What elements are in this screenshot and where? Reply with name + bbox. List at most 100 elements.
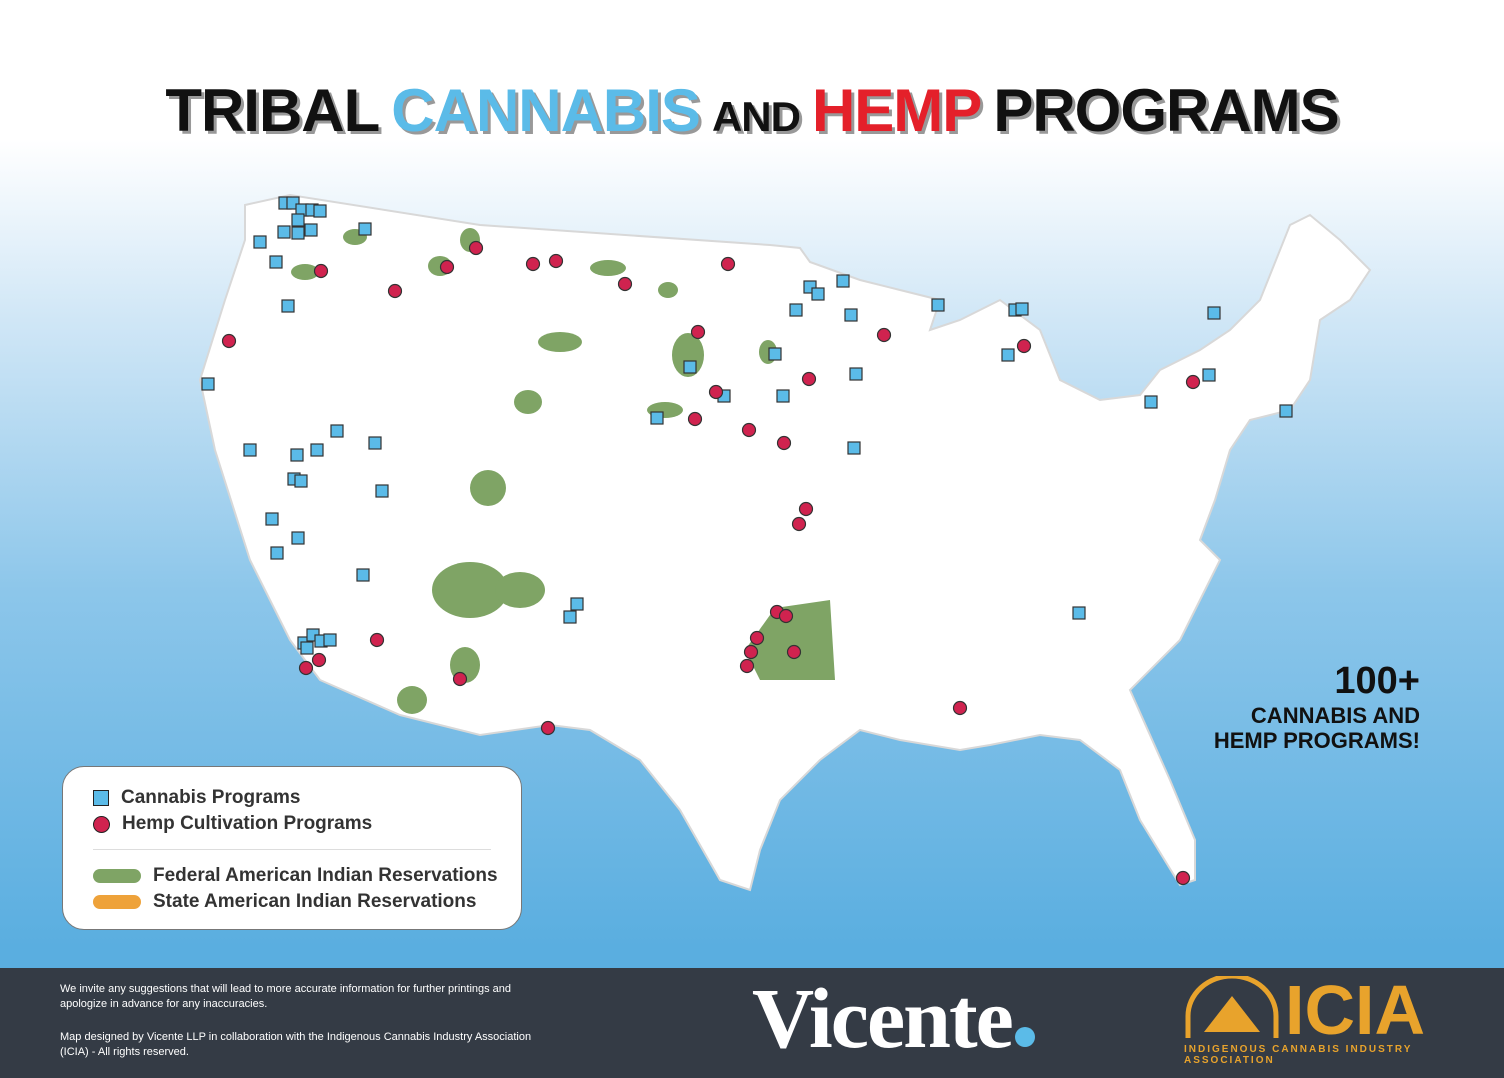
cannabis-marker bbox=[277, 225, 291, 239]
cannabis-marker bbox=[768, 347, 782, 361]
footer: We invite any suggestions that will lead… bbox=[0, 968, 1504, 1078]
hemp-marker bbox=[1016, 338, 1032, 354]
brand: Vicente bbox=[752, 968, 1035, 1068]
cannabis-marker bbox=[269, 255, 283, 269]
hemp-marker bbox=[452, 671, 468, 687]
cannabis-marker bbox=[253, 235, 267, 249]
hemp-marker bbox=[708, 384, 724, 400]
cannabis-marker bbox=[650, 411, 664, 425]
brand-dot bbox=[1014, 1027, 1035, 1047]
cannabis-marker bbox=[310, 443, 324, 457]
legend: Cannabis Programs Hemp Cultivation Progr… bbox=[62, 766, 522, 930]
program-markers bbox=[201, 196, 1293, 886]
hemp-marker bbox=[801, 371, 817, 387]
hemp-marker bbox=[439, 259, 455, 275]
cannabis-marker bbox=[1144, 395, 1158, 409]
footer-note: We invite any suggestions that will lead… bbox=[60, 983, 512, 1010]
cannabis-marker bbox=[1279, 404, 1293, 418]
cannabis-marker bbox=[358, 222, 372, 236]
cannabis-marker bbox=[330, 424, 344, 438]
callout: 100+ CANNABIS AND HEMP PROGRAMS! bbox=[1214, 660, 1420, 753]
cannabis-marker bbox=[1015, 302, 1029, 316]
cannabis-marker bbox=[1001, 348, 1015, 362]
legend-label: Cannabis Programs bbox=[121, 787, 301, 808]
hemp-marker bbox=[298, 660, 314, 676]
footer-note: Map designed by Vicente LLP in collabora… bbox=[60, 1031, 532, 1058]
hemp-marker bbox=[387, 283, 403, 299]
cannabis-marker bbox=[265, 512, 279, 526]
reservations bbox=[291, 228, 835, 714]
cannabis-marker bbox=[789, 303, 803, 317]
cannabis-marker bbox=[313, 204, 327, 218]
logo-subtitle: Indigenous Cannabis Industry Association bbox=[1184, 1044, 1413, 1066]
brand-name: Vicente bbox=[752, 970, 1014, 1066]
hemp-marker bbox=[1185, 374, 1201, 390]
map bbox=[198, 193, 1372, 892]
title-word: TRIBAL bbox=[165, 77, 380, 144]
cannabis-marker bbox=[563, 610, 577, 624]
cannabis-marker bbox=[776, 389, 790, 403]
cannabis-marker bbox=[356, 568, 370, 582]
logo-icon bbox=[1185, 976, 1279, 1038]
callout-text: HEMP PROGRAMS! bbox=[1213, 728, 1420, 753]
hemp-marker bbox=[876, 327, 892, 343]
hemp-marker bbox=[739, 658, 755, 674]
title-word: PROGRAMS bbox=[993, 77, 1339, 144]
hemp-marker bbox=[525, 256, 541, 272]
cannabis-marker bbox=[811, 287, 825, 301]
cannabis-marker bbox=[847, 441, 861, 455]
hemp-marker bbox=[690, 324, 706, 340]
cannabis-marker bbox=[683, 360, 697, 374]
divider bbox=[93, 849, 491, 850]
cannabis-marker bbox=[291, 226, 305, 240]
callout-text: CANNABIS AND bbox=[1250, 703, 1420, 728]
cannabis-marker bbox=[291, 213, 305, 227]
hemp-marker bbox=[720, 256, 736, 272]
us-outline bbox=[198, 193, 1372, 892]
cannabis-marker bbox=[1202, 368, 1216, 382]
cannabis-marker bbox=[323, 633, 337, 647]
hemp-marker bbox=[786, 644, 802, 660]
cannabis-marker bbox=[290, 448, 304, 462]
hemp-marker bbox=[687, 411, 703, 427]
hemp-marker bbox=[778, 608, 794, 624]
cannabis-marker bbox=[931, 298, 945, 312]
hemp-marker bbox=[791, 516, 807, 532]
cannabis-marker bbox=[294, 474, 308, 488]
title-word: AND bbox=[711, 93, 801, 140]
cannabis-marker bbox=[844, 308, 858, 322]
cannabis-marker bbox=[836, 274, 850, 288]
cannabis-marker bbox=[1072, 606, 1086, 620]
hemp-marker bbox=[1175, 870, 1191, 886]
title-word: CANNABIS bbox=[391, 77, 701, 144]
logo: ICIA bbox=[1285, 971, 1425, 1049]
legend-item: Federal American Indian Reservations bbox=[93, 865, 498, 887]
cannabis-marker bbox=[201, 377, 215, 391]
hemp-marker bbox=[749, 630, 765, 646]
hemp-marker bbox=[617, 276, 633, 292]
cannabis-marker bbox=[849, 367, 863, 381]
hemp-marker bbox=[741, 422, 757, 438]
title: TRIBAL CANNABIS AND HEMP PROGRAMS bbox=[0, 76, 1504, 145]
hemp-marker bbox=[952, 700, 968, 716]
hemp-marker bbox=[221, 333, 237, 349]
legend-item: Cannabis Programs bbox=[93, 787, 301, 809]
cannabis-marker bbox=[570, 597, 584, 611]
cannabis-marker bbox=[243, 443, 257, 457]
cannabis-marker bbox=[304, 223, 318, 237]
hemp-marker bbox=[540, 720, 556, 736]
cannabis-marker bbox=[281, 299, 295, 313]
callout-count: 100+ bbox=[1334, 660, 1420, 702]
hemp-marker bbox=[311, 652, 327, 668]
legend-label: State American Indian Reservations bbox=[153, 891, 477, 912]
cannabis-marker bbox=[1207, 306, 1221, 320]
hemp-marker bbox=[468, 240, 484, 256]
hemp-marker bbox=[798, 501, 814, 517]
cannabis-marker bbox=[300, 641, 314, 655]
hemp-marker bbox=[548, 253, 564, 269]
cannabis-marker bbox=[375, 484, 389, 498]
legend-item: State American Indian Reservations bbox=[93, 891, 476, 913]
legend-label: Hemp Cultivation Programs bbox=[122, 813, 373, 834]
hemp-marker bbox=[776, 435, 792, 451]
